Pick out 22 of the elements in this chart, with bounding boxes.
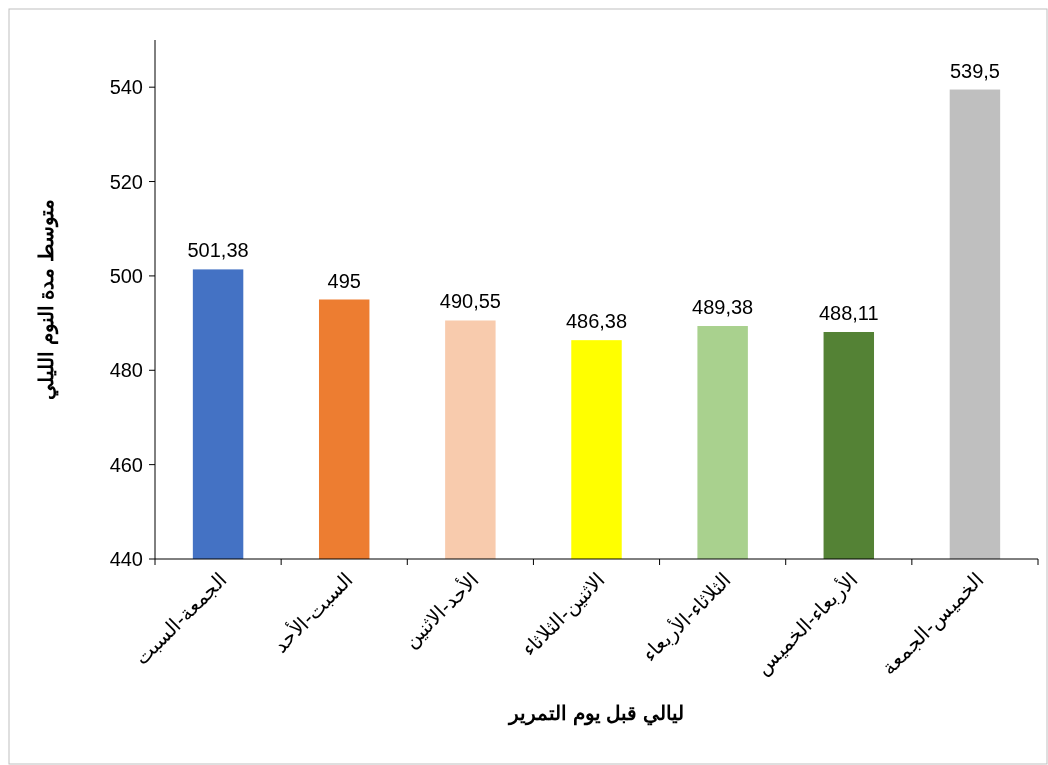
x-axis-title: ليالي قبل يوم التمرير: [507, 702, 684, 726]
data-label: 501,38: [187, 239, 249, 262]
y-axis-title: متوسط مدة النوم الليلي: [35, 199, 59, 400]
x-tick-label: الخميس-الجمعة: [877, 568, 989, 680]
x-tick-label: الأربعاء-الخميس: [750, 566, 863, 680]
y-tick-label: 500: [109, 264, 143, 287]
data-label: 539,5: [949, 59, 1000, 82]
y-tick-label: 480: [109, 359, 143, 382]
data-label: 495: [327, 269, 361, 292]
y-tick-label: 540: [109, 76, 143, 99]
y-tick-label: 440: [109, 548, 143, 570]
data-label: 486,38: [565, 310, 628, 333]
data-label: 489,38: [692, 296, 754, 319]
y-tick-label: 460: [109, 453, 143, 476]
x-tick-label: السبت-الأحد: [267, 566, 358, 657]
x-tick-label: الثلاثاء-الأربعاء: [636, 566, 737, 667]
x-tick-label: الجمعة-السبت: [130, 568, 231, 670]
data-label: 488,11: [818, 302, 879, 325]
x-tick-label: الاثنين-الثلاثاء: [517, 568, 611, 661]
x-tick-label: الأحد-الاثنين: [397, 566, 484, 653]
y-tick-label: 520: [109, 170, 143, 193]
data-label: 490,55: [439, 290, 501, 313]
